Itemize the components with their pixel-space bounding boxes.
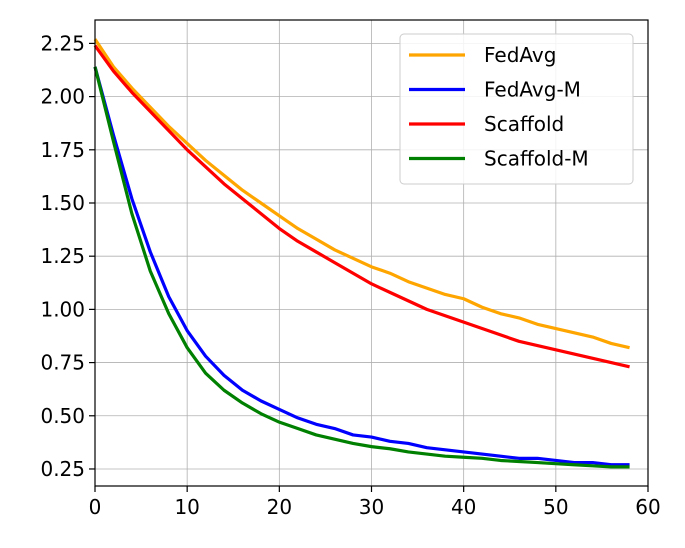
x-tick-label: 50 — [543, 495, 568, 519]
y-tick-label: 0.25 — [40, 457, 85, 481]
y-tick-label: 1.75 — [40, 138, 85, 162]
legend-label-scaffold-m: Scaffold-M — [484, 147, 589, 171]
y-tick-label: 2.25 — [40, 31, 85, 55]
line-chart: 0 10 20 30 40 50 60 0.25 0.50 0.75 1.00 1.25 1.50 1.… — [0, 0, 685, 548]
y-tick-label: 1.50 — [40, 191, 85, 215]
y-tick-label: 1.25 — [40, 244, 85, 268]
x-tick-label: 0 — [89, 495, 102, 519]
legend-label-scaffold: Scaffold — [484, 112, 564, 136]
y-tick-label: 0.75 — [40, 351, 85, 375]
y-tick-label: 2.00 — [40, 85, 85, 109]
y-tick-label: 1.00 — [40, 297, 85, 321]
legend-label-fedavg: FedAvg — [484, 43, 556, 67]
x-tick-label: 30 — [359, 495, 384, 519]
x-tick-label: 40 — [451, 495, 476, 519]
x-tick-label: 20 — [267, 495, 292, 519]
x-tick-label: 60 — [635, 495, 660, 519]
legend: FedAvg FedAvg-M Scaffold Scaffold-M — [400, 34, 633, 184]
legend-label-fedavg-m: FedAvg-M — [484, 78, 581, 102]
y-tick-label: 0.50 — [40, 404, 85, 428]
x-tick-label: 10 — [174, 495, 199, 519]
